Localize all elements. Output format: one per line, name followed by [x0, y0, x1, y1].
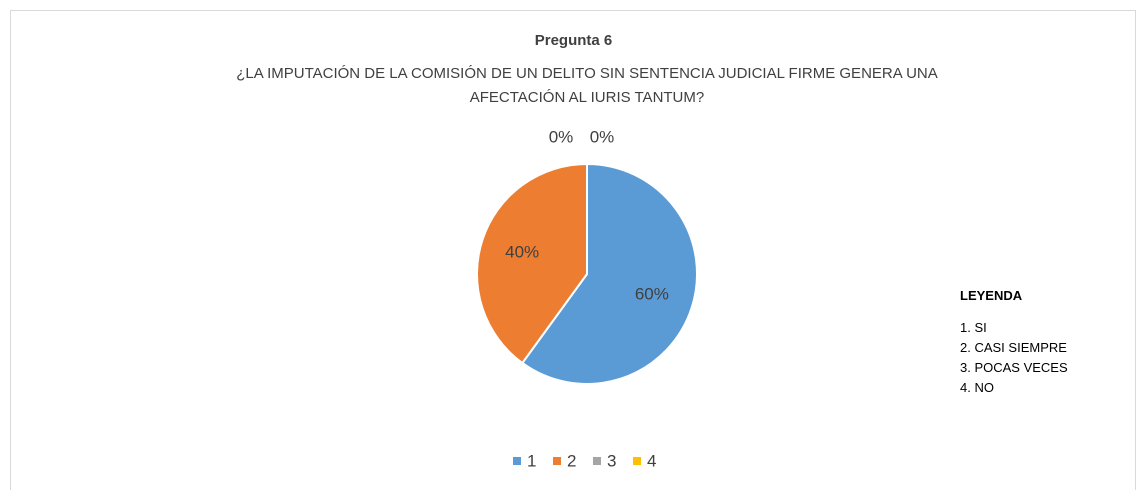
pie-slice [520, 162, 698, 385]
chart-subtitle: ¿LA IMPUTACIÓN DE LA COMISIÓN DE UN DELI… [236, 65, 938, 106]
data-label: 0% [549, 127, 574, 146]
annotation-item: 2. CASI SIEMPRE [960, 340, 1067, 355]
data-label: 0% [590, 127, 615, 146]
annotation-item: 3. POCAS VECES [960, 360, 1068, 375]
data-label: 60% [635, 285, 669, 304]
legend-label: 1 [527, 451, 536, 470]
legend-label: 3 [607, 451, 616, 470]
annotation-items: 1. SI 2. CASI SIEMPRE 3. POCAS VECES 4. NO [960, 318, 1068, 398]
chart-frame [10, 10, 1136, 490]
chart-title: Pregunta 6 [534, 32, 613, 49]
legend-label: 2 [567, 451, 576, 470]
annotation-item: 4. NO [960, 380, 994, 395]
annotation-item: 1. SI [960, 320, 987, 335]
annotation: LEYENDA 1. SI 2. CASI SIEMPRE 3. POCAS VEC… [960, 286, 1068, 398]
data-label: 40% [505, 242, 539, 261]
legend-swatch [593, 457, 601, 465]
legend-swatch [553, 457, 561, 465]
pie-slice [476, 162, 588, 365]
legend-label: 4 [647, 451, 656, 470]
legend-swatch [633, 457, 641, 465]
annotation-title: LEYENDA [960, 288, 1023, 303]
legend-swatch [513, 457, 521, 465]
